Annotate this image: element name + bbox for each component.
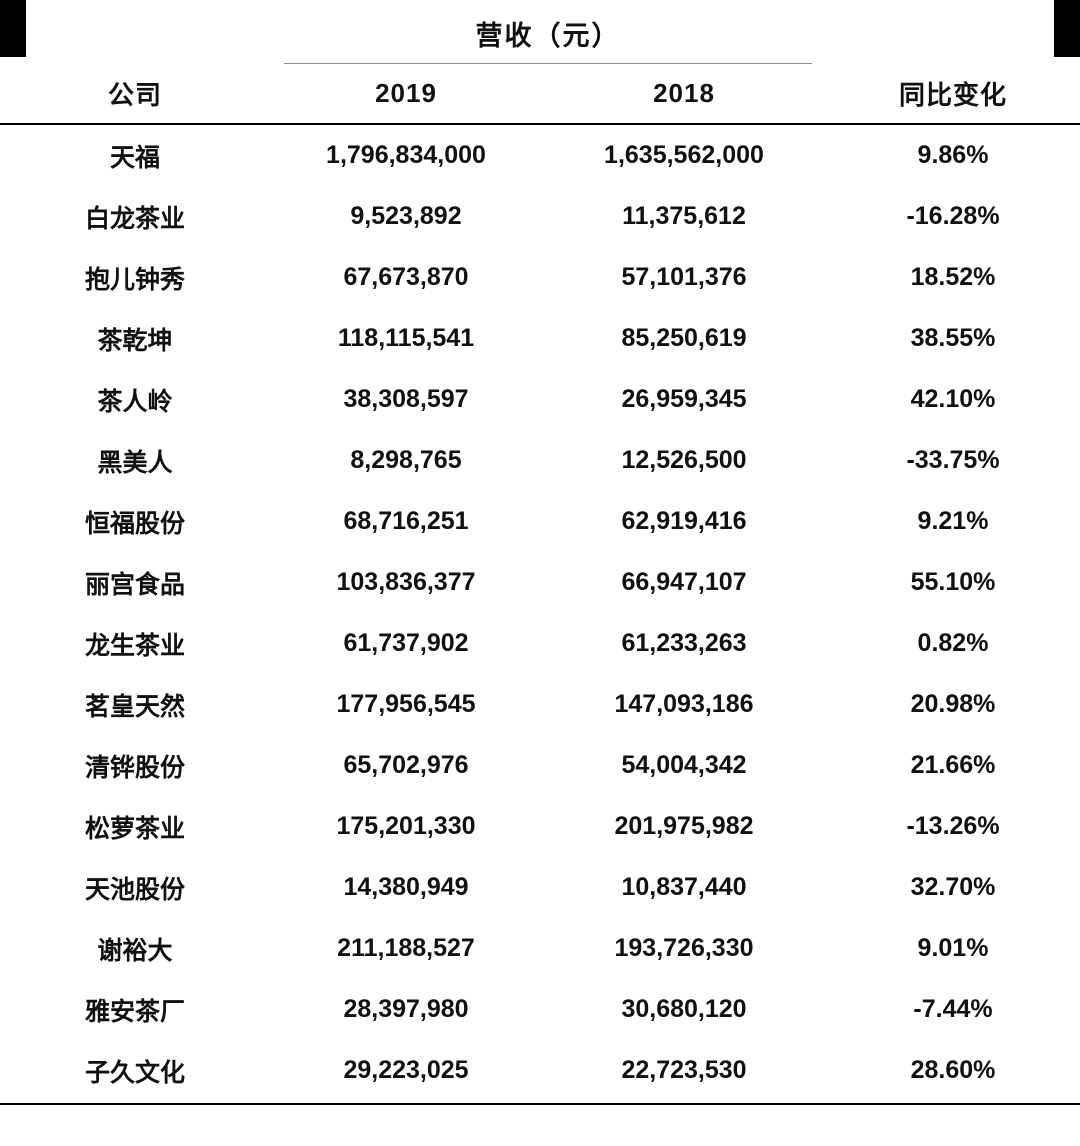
company-cell: 谢裕大 bbox=[97, 936, 173, 965]
revenue-table: 营收（元） 公司 2019 2018 同比变化 天福 1,796,834,000… bbox=[0, 0, 1080, 1105]
revenue-2018-cell: 62,919,416 bbox=[621, 507, 747, 535]
company-cell: 白龙茶业 bbox=[84, 204, 185, 233]
revenue-2018-cell: 193,726,330 bbox=[614, 934, 754, 962]
company-cell: 茶乾坤 bbox=[97, 326, 173, 355]
table-row: 抱儿钟秀 67,673,870 57,101,376 18.52% bbox=[0, 247, 1080, 308]
revenue-span-header: 营收（元） bbox=[284, 14, 812, 64]
revenue-2018-cell: 54,004,342 bbox=[621, 751, 747, 779]
table-row: 天池股份 14,380,949 10,837,440 32.70% bbox=[0, 857, 1080, 918]
yoy-change-cell: 9.21% bbox=[917, 507, 989, 535]
yoy-change-cell: 20.98% bbox=[910, 690, 996, 718]
column-header-2018: 2018 bbox=[653, 78, 715, 108]
revenue-2019-cell: 65,702,976 bbox=[343, 751, 469, 779]
table-row: 清铧股份 65,702,976 54,004,342 21.66% bbox=[0, 735, 1080, 796]
table-row: 雅安茶厂 28,397,980 30,680,120 -7.44% bbox=[0, 979, 1080, 1040]
table-header-row: 公司 2019 2018 同比变化 bbox=[0, 64, 1080, 125]
column-header-yoy-change: 同比变化 bbox=[898, 80, 1007, 110]
table-span-header-row: 营收（元） bbox=[0, 0, 1080, 64]
yoy-change-cell: -13.26% bbox=[906, 812, 1000, 840]
revenue-2018-cell: 201,975,982 bbox=[614, 812, 754, 840]
revenue-2019-cell: 177,956,545 bbox=[336, 690, 476, 718]
yoy-change-cell: 21.66% bbox=[910, 751, 996, 779]
yoy-change-cell: -33.75% bbox=[906, 446, 1000, 474]
company-cell: 天池股份 bbox=[84, 875, 185, 904]
column-header-2019: 2019 bbox=[375, 78, 437, 108]
column-header-company: 公司 bbox=[107, 80, 162, 110]
table-row: 子久文化 29,223,025 22,723,530 28.60% bbox=[0, 1040, 1080, 1101]
table-row: 天福 1,796,834,000 1,635,562,000 9.86% bbox=[0, 125, 1080, 186]
table-row: 松萝茶业 175,201,330 201,975,982 -13.26% bbox=[0, 796, 1080, 857]
revenue-2018-cell: 57,101,376 bbox=[621, 263, 747, 291]
company-cell: 天福 bbox=[109, 143, 160, 172]
revenue-2019-cell: 29,223,025 bbox=[343, 1056, 469, 1084]
yoy-change-cell: -7.44% bbox=[913, 995, 993, 1023]
table-bottom-rule bbox=[0, 1103, 1080, 1105]
revenue-2018-cell: 22,723,530 bbox=[621, 1056, 747, 1084]
revenue-2019-cell: 68,716,251 bbox=[343, 507, 469, 535]
table-row: 龙生茶业 61,737,902 61,233,263 0.82% bbox=[0, 613, 1080, 674]
company-cell: 茶人岭 bbox=[97, 387, 173, 416]
revenue-2018-cell: 12,526,500 bbox=[621, 446, 747, 474]
revenue-2019-cell: 175,201,330 bbox=[336, 812, 476, 840]
table-body: 天福 1,796,834,000 1,635,562,000 9.86% 白龙茶… bbox=[0, 125, 1080, 1101]
revenue-2018-cell: 147,093,186 bbox=[614, 690, 754, 718]
table-row: 恒福股份 68,716,251 62,919,416 9.21% bbox=[0, 491, 1080, 552]
table-row: 白龙茶业 9,523,892 11,375,612 -16.28% bbox=[0, 186, 1080, 247]
company-cell: 雅安茶厂 bbox=[84, 997, 185, 1026]
company-cell: 黑美人 bbox=[97, 448, 173, 477]
company-cell: 子久文化 bbox=[84, 1058, 185, 1087]
revenue-2018-cell: 85,250,619 bbox=[621, 324, 747, 352]
table-row: 丽宫食品 103,836,377 66,947,107 55.10% bbox=[0, 552, 1080, 613]
company-cell: 清铧股份 bbox=[84, 753, 185, 782]
revenue-2018-cell: 10,837,440 bbox=[621, 873, 747, 901]
table-row: 茶人岭 38,308,597 26,959,345 42.10% bbox=[0, 369, 1080, 430]
yoy-change-cell: 18.52% bbox=[910, 263, 996, 291]
revenue-2019-cell: 8,298,765 bbox=[350, 446, 462, 474]
yoy-change-cell: 42.10% bbox=[910, 385, 996, 413]
revenue-2019-cell: 14,380,949 bbox=[343, 873, 469, 901]
table-row: 黑美人 8,298,765 12,526,500 -33.75% bbox=[0, 430, 1080, 491]
revenue-2019-cell: 61,737,902 bbox=[343, 629, 469, 657]
company-cell: 松萝茶业 bbox=[84, 814, 185, 843]
revenue-2019-cell: 28,397,980 bbox=[343, 995, 469, 1023]
yoy-change-cell: 32.70% bbox=[910, 873, 996, 901]
revenue-2018-cell: 11,375,612 bbox=[622, 202, 746, 230]
yoy-change-cell: 9.01% bbox=[917, 934, 989, 962]
company-cell: 恒福股份 bbox=[84, 509, 185, 538]
yoy-change-cell: 0.82% bbox=[917, 629, 989, 657]
revenue-2018-cell: 66,947,107 bbox=[621, 568, 747, 596]
table-row: 茗皇天然 177,956,545 147,093,186 20.98% bbox=[0, 674, 1080, 735]
revenue-2019-cell: 103,836,377 bbox=[336, 568, 476, 596]
table-row: 谢裕大 211,188,527 193,726,330 9.01% bbox=[0, 918, 1080, 979]
yoy-change-cell: 9.86% bbox=[917, 141, 989, 169]
table-row: 茶乾坤 118,115,541 85,250,619 38.55% bbox=[0, 308, 1080, 369]
revenue-2019-cell: 38,308,597 bbox=[343, 385, 469, 413]
revenue-2019-cell: 67,673,870 bbox=[343, 263, 469, 291]
yoy-change-cell: 38.55% bbox=[910, 324, 996, 352]
revenue-2019-cell: 9,523,892 bbox=[350, 202, 462, 230]
revenue-2018-cell: 1,635,562,000 bbox=[604, 141, 764, 169]
revenue-2018-cell: 61,233,263 bbox=[621, 629, 747, 657]
yoy-change-cell: 55.10% bbox=[910, 568, 996, 596]
revenue-2018-cell: 26,959,345 bbox=[621, 385, 747, 413]
revenue-2018-cell: 30,680,120 bbox=[621, 995, 747, 1023]
revenue-2019-cell: 118,115,541 bbox=[337, 324, 475, 352]
scan-edge-artifact-right bbox=[1054, 0, 1080, 57]
company-cell: 龙生茶业 bbox=[84, 631, 185, 660]
revenue-2019-cell: 1,796,834,000 bbox=[326, 141, 486, 169]
company-cell: 抱儿钟秀 bbox=[84, 265, 185, 294]
yoy-change-cell: -16.28% bbox=[906, 202, 1000, 230]
revenue-2019-cell: 211,188,527 bbox=[337, 934, 475, 962]
company-cell: 茗皇天然 bbox=[84, 692, 185, 721]
company-cell: 丽宫食品 bbox=[84, 570, 185, 599]
scan-edge-artifact-left bbox=[0, 0, 26, 57]
yoy-change-cell: 28.60% bbox=[910, 1056, 996, 1084]
